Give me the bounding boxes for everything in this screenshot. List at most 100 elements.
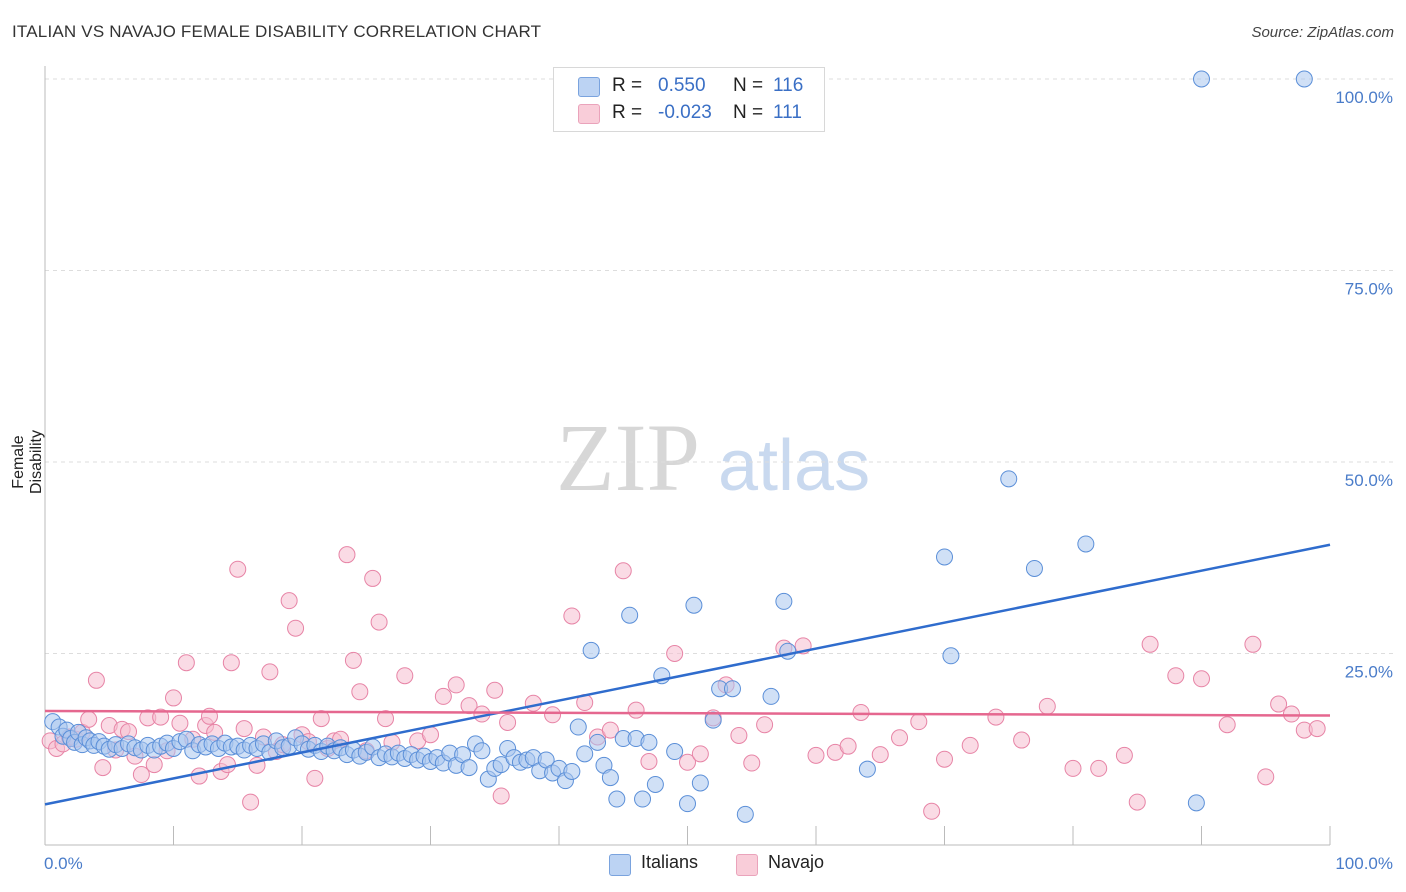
navajo-trend-line [44,709,1331,717]
navajo-point [1218,716,1236,734]
navajo-point [730,726,748,744]
x-tick-label: 100.0% [1335,854,1393,873]
navajo-point [434,687,452,705]
italians-point [601,769,619,787]
italians-point [1077,535,1095,553]
navajo-point [1193,670,1210,688]
navajo-point [306,769,324,787]
italians-point [679,795,696,813]
italians-point [736,805,754,823]
navajo-point [640,753,658,771]
navajo-point [338,546,356,564]
navajo-point [1038,697,1056,715]
italians-point [460,759,478,777]
italians-point [1295,70,1313,88]
correlation-legend: R = 0.550 N = 116 R = -0.023 N = 111 [553,67,825,132]
italians-point [634,790,652,808]
italians-point [569,718,587,736]
navajo-point [280,592,298,610]
legend-r-value: -0.023 [658,102,712,123]
italians-point [563,762,581,780]
legend-r-label: R = [612,75,643,96]
legend-n-value: 116 [773,75,804,96]
navajo-point [447,676,465,694]
navajo-point [492,787,510,805]
legend-r-value: 0.550 [658,75,706,96]
navajo-point [229,560,247,578]
italians-trend-line [44,543,1331,806]
navajo-point [891,729,909,747]
italians-point [666,743,684,761]
x-tick-label: 0.0% [44,854,83,873]
navajo-point [614,562,632,580]
navajo-point [165,689,182,707]
navajo-point [1115,746,1133,764]
navajo-point [344,651,362,669]
legend-n-value: 111 [773,102,802,123]
navajo-point [422,726,439,744]
italians-point [685,596,703,614]
navajo-point [1141,635,1159,653]
navajo-point [261,663,279,681]
italians-point [646,775,664,793]
navajo-point [691,745,709,763]
legend-r-label: R = [612,102,643,123]
italians-point [775,592,793,610]
navajo-point [235,720,253,738]
navajo-point [679,753,696,771]
italians-legend-label: Italians [641,852,699,872]
navajo-point [601,721,619,739]
navajo-point [910,713,928,731]
navajo-point [807,746,825,764]
italians-point [640,733,658,751]
navajo-point [1282,705,1300,723]
italians-point [723,680,741,698]
navajo-point [287,619,305,637]
legend-n-label: N = [733,102,764,123]
italians-swatch [578,77,600,97]
navajo-legend-label: Navajo [768,852,825,872]
y-tick-label: 100.0% [1335,88,1393,107]
navajo-point [1308,720,1326,738]
navajo-point [936,750,953,768]
navajo-point [94,759,112,777]
navajo-point [145,756,163,774]
navajo-point [171,714,189,732]
navajo-point [756,716,774,734]
italians-point [576,745,594,763]
navajo-point [190,767,208,785]
navajo-point [1270,695,1288,713]
italians-point [1000,470,1018,488]
italians-point [1187,794,1205,812]
navajo-point [222,654,240,672]
watermark-atlas: atlas [718,426,870,506]
navajo-point [871,746,889,764]
navajo-point [1064,759,1082,777]
source-label: Source: ZipAtlas.com [1251,24,1394,41]
italians-point [858,760,876,778]
italians-point [473,742,491,760]
navajo-point [351,683,369,701]
italians-point [589,733,607,751]
navajo-point [544,706,562,724]
navajo-point [743,754,761,772]
italians-point [779,642,797,660]
navajo-point [1128,793,1146,811]
italians-legend-swatch [609,854,631,876]
navajo-point [80,710,98,728]
navajo-point [1244,635,1262,653]
navajo-point [1257,768,1275,786]
navajo-point [242,793,260,811]
navajo-point [218,756,236,774]
navajo-point [312,710,330,728]
watermark-zip: ZIP [556,404,700,511]
navajo-point [396,667,414,685]
navajo-point [377,710,395,728]
navajo-point [627,701,645,719]
chart-title: ITALIAN VS NAVAJO FEMALE DISABILITY CORR… [12,22,542,41]
italians-point [936,548,953,566]
navajo-point [987,708,1005,726]
y-tick-label: 25.0% [1345,663,1393,682]
italians-point [762,687,780,705]
